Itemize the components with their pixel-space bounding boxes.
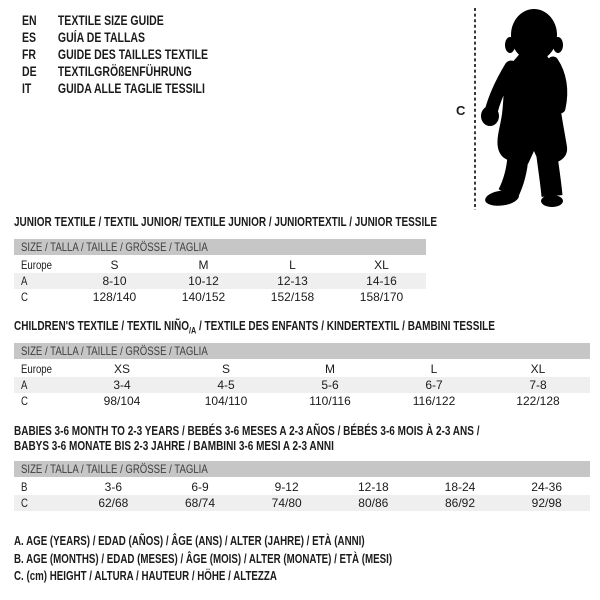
- note-age-months: B. AGE (MONTHS) / EDAD (MESES) / ÂGE (MO…: [14, 551, 393, 566]
- baby-figure-graphic: [474, 8, 568, 210]
- size-cell: 3-4: [113, 378, 131, 392]
- size-cell: 98/104: [103, 394, 141, 408]
- size-cell: S: [221, 362, 230, 376]
- row-label: C: [21, 290, 28, 304]
- size-cell: XL: [530, 362, 546, 376]
- language-title-list: EN TEXTILE SIZE GUIDE ES GUÍA DE TALLAS FR…: [22, 12, 261, 97]
- size-cell: 116/122: [412, 394, 456, 408]
- size-cell: 6-9: [191, 480, 209, 494]
- table-row-height: C 128/140 140/152 152/158 158/170: [14, 289, 426, 305]
- size-cell: 140/152: [181, 290, 226, 304]
- size-header-bar: SIZE / TALLA / TAILLE / GRÖSSE / TAGLIA: [14, 461, 590, 477]
- size-cell: 152/158: [270, 290, 315, 304]
- size-cell: 3-6: [104, 480, 122, 494]
- junior-size-table: SIZE / TALLA / TAILLE / GRÖSSE / TAGLIA …: [14, 239, 426, 305]
- table-row-height: C 62/68 68/74 74/80 80/86 86/92 92/98: [14, 495, 590, 511]
- size-cell: 104/110: [204, 394, 248, 408]
- language-code: EN: [22, 13, 37, 28]
- junior-section-title: JUNIOR TEXTILE / TEXTIL JUNIOR/ TEXTILE …: [14, 215, 438, 229]
- legend-notes: A. AGE (YEARS) / EDAD (AÑOS) / ÂGE (ANS)…: [14, 533, 499, 586]
- size-cell: 110/116: [309, 394, 351, 408]
- size-cell: 74/80: [271, 496, 302, 510]
- babies-size-table: SIZE / TALLA / TAILLE / GRÖSSE / TAGLIA …: [14, 461, 590, 511]
- baby-figure: C: [452, 4, 600, 216]
- row-label: A: [21, 274, 28, 288]
- table-row-europe: Europe XS S M L XL: [14, 361, 590, 377]
- row-label: A: [21, 378, 28, 392]
- size-cell: 8-10: [102, 274, 127, 288]
- language-row: IT GUIDA ALLE TAGLIE TESSILI: [22, 80, 261, 97]
- table-row-age: A 3-4 4-5 5-6 6-7 7-8: [14, 377, 590, 393]
- size-cell: L: [430, 362, 438, 376]
- row-label: Europe: [21, 258, 52, 272]
- size-cell: 24-36: [531, 480, 562, 494]
- size-cell: 92/98: [531, 496, 562, 510]
- size-cell: XL: [374, 258, 389, 272]
- size-cell: 62/68: [98, 496, 129, 510]
- note-age-years: A. AGE (YEARS) / EDAD (AÑOS) / ÂGE (ANS)…: [14, 534, 365, 548]
- babies-section-title: BABIES 3-6 MONTH TO 2-3 YEARS / BEBÉS 3-…: [14, 424, 480, 453]
- guide-title: GUIDE DES TAILLES TEXTILE: [57, 47, 209, 62]
- language-row: FR GUIDE DES TAILLES TEXTILE: [22, 46, 261, 63]
- height-label: C: [456, 103, 466, 118]
- size-cell: M: [198, 258, 209, 272]
- table-row-age-months: B 3-6 6-9 9-12 12-18 18-24 24-36: [14, 479, 590, 495]
- language-row: ES GUÍA DE TALLAS: [22, 29, 261, 46]
- size-cell: XS: [113, 362, 130, 376]
- size-cell: 12-18: [357, 480, 389, 494]
- language-code: IT: [22, 81, 32, 96]
- size-cell: 128/140: [92, 290, 137, 304]
- children-size-table: SIZE / TALLA / TAILLE / GRÖSSE / TAGLIA …: [14, 343, 590, 409]
- size-cell: 68/74: [184, 496, 215, 510]
- table-row-height: C 98/104 104/110 110/116 116/122 122/128: [14, 393, 590, 409]
- size-cell: 158/170: [359, 290, 404, 304]
- row-label: C: [21, 394, 28, 408]
- note-height: C. (cm) HEIGHT / ALTURA / HAUTEUR / HÖHE…: [14, 569, 277, 583]
- size-cell: 80/86: [358, 496, 389, 510]
- guide-title: TEXTILGRÖßENFÜHRUNG: [57, 64, 192, 79]
- size-cell: 122/128: [516, 394, 560, 408]
- size-cell: 12-13: [277, 274, 308, 288]
- row-label: Europe: [21, 362, 52, 376]
- size-cell: 9-12: [274, 480, 299, 494]
- table-row-europe: Europe S M L XL: [14, 257, 426, 273]
- size-cell: 18-24: [444, 480, 476, 494]
- guide-title: TEXTILE SIZE GUIDE: [57, 13, 164, 28]
- baby-silhouette-icon: [481, 9, 568, 207]
- row-label: C: [21, 496, 28, 510]
- table-row-age: A 8-10 10-12 12-13 14-16: [14, 273, 426, 289]
- size-header-bar: SIZE / TALLA / TAILLE / GRÖSSE / TAGLIA: [14, 343, 590, 359]
- language-row: DE TEXTILGRÖßENFÜHRUNG: [22, 63, 261, 80]
- row-label: B: [21, 480, 28, 494]
- size-cell: 4-5: [217, 378, 235, 392]
- nino-a-subscript: /A: [188, 325, 197, 336]
- language-code: ES: [22, 30, 37, 45]
- size-cell: M: [325, 362, 335, 376]
- size-cell: L: [289, 258, 296, 272]
- language-code: FR: [22, 47, 37, 62]
- size-cell: 10-12: [188, 274, 219, 288]
- size-cell: 86/92: [444, 496, 475, 510]
- size-cell: 7-8: [529, 378, 547, 392]
- language-row: EN TEXTILE SIZE GUIDE: [22, 12, 261, 29]
- size-header-bar: SIZE / TALLA / TAILLE / GRÖSSE / TAGLIA: [14, 239, 426, 255]
- children-section-title: CHILDREN'S TEXTILE / TEXTIL NIÑO/A / TEX…: [14, 319, 495, 336]
- size-cell: 5-6: [321, 378, 339, 392]
- size-cell: 14-16: [366, 274, 397, 288]
- language-code: DE: [22, 64, 37, 79]
- guide-title: GUÍA DE TALLAS: [57, 30, 146, 45]
- size-cell: 6-7: [425, 378, 443, 392]
- size-cell: S: [110, 258, 119, 272]
- guide-title: GUIDA ALLE TAGLIE TESSILI: [57, 81, 205, 96]
